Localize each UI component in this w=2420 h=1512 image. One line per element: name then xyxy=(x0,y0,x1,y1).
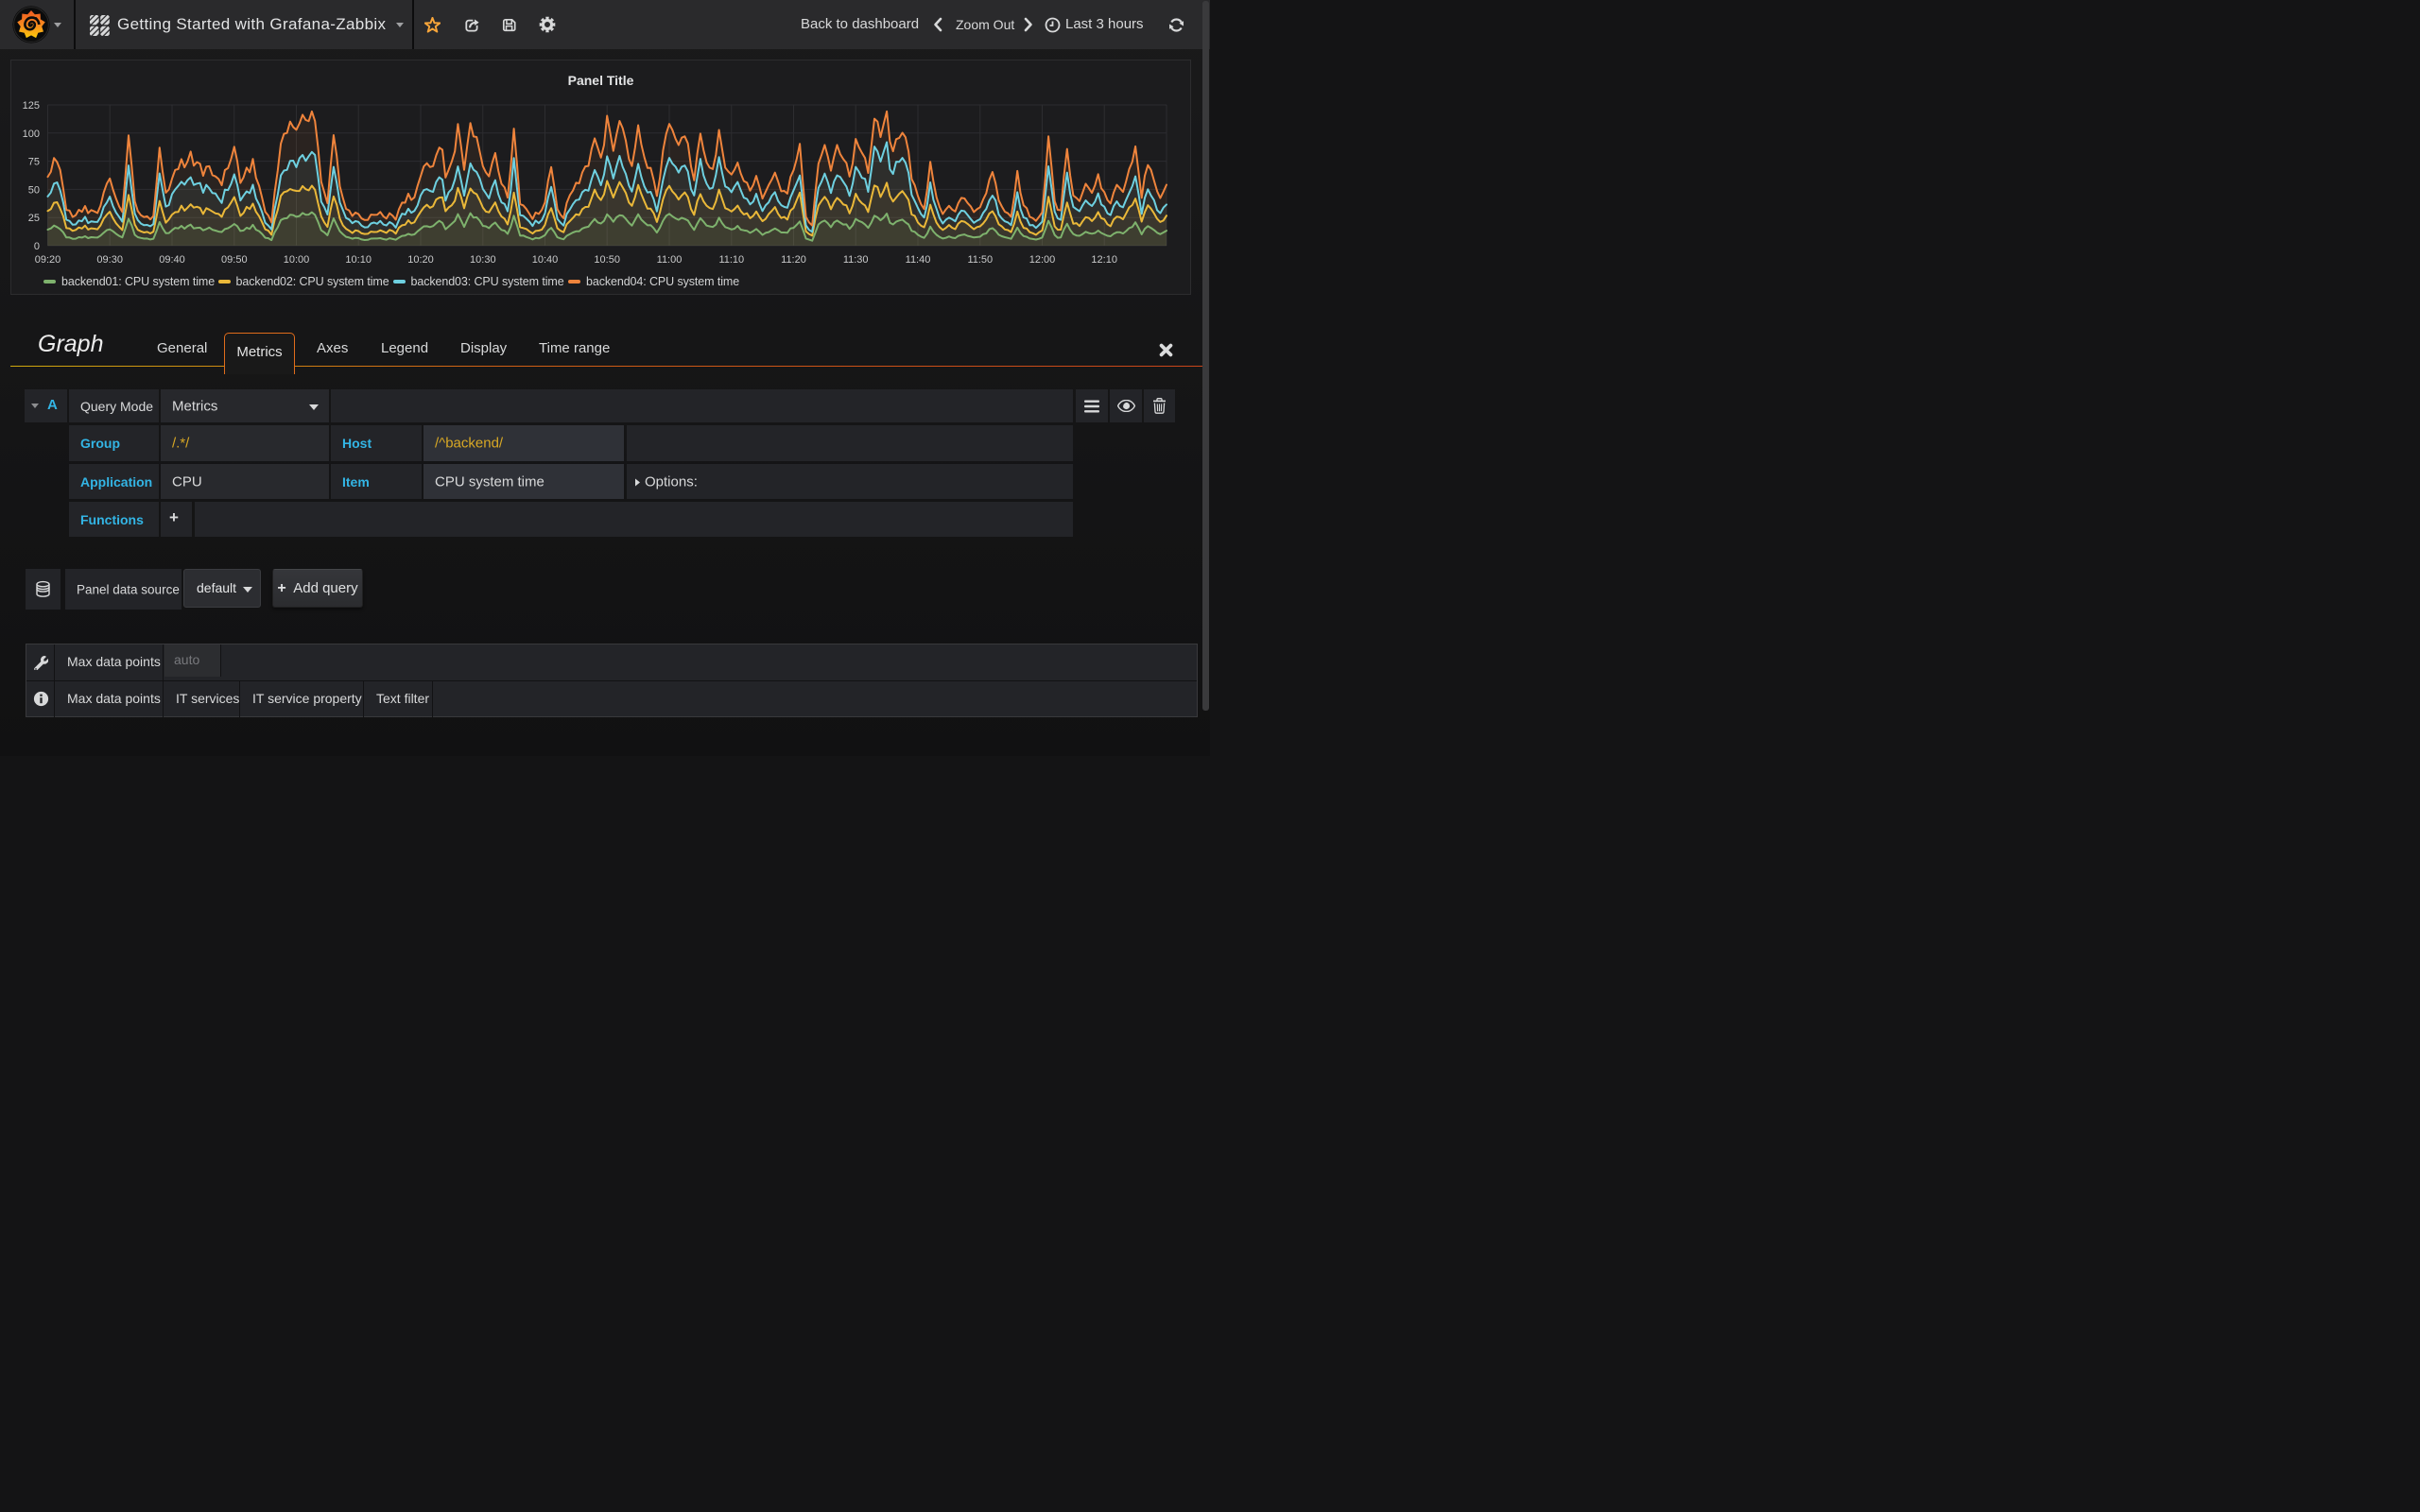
svg-text:09:20: 09:20 xyxy=(35,254,61,266)
svg-text:100: 100 xyxy=(23,129,40,140)
svg-text:10:50: 10:50 xyxy=(594,254,620,266)
svg-text:0: 0 xyxy=(34,241,40,252)
svg-text:75: 75 xyxy=(28,157,40,168)
svg-text:12:10: 12:10 xyxy=(1091,254,1117,266)
svg-text:11:20: 11:20 xyxy=(781,254,806,266)
svg-text:10:00: 10:00 xyxy=(284,254,310,266)
svg-text:09:40: 09:40 xyxy=(159,254,185,266)
svg-text:09:30: 09:30 xyxy=(96,254,123,266)
svg-text:10:10: 10:10 xyxy=(345,254,372,266)
svg-text:125: 125 xyxy=(23,100,40,112)
svg-text:09:50: 09:50 xyxy=(221,254,248,266)
svg-text:12:00: 12:00 xyxy=(1029,254,1056,266)
svg-text:11:00: 11:00 xyxy=(657,254,683,266)
svg-text:25: 25 xyxy=(28,213,40,224)
svg-text:10:40: 10:40 xyxy=(532,254,559,266)
svg-text:11:50: 11:50 xyxy=(967,254,993,266)
svg-text:11:30: 11:30 xyxy=(843,254,869,266)
svg-text:11:10: 11:10 xyxy=(718,254,744,266)
svg-text:10:30: 10:30 xyxy=(470,254,496,266)
svg-text:10:20: 10:20 xyxy=(407,254,434,266)
svg-text:11:40: 11:40 xyxy=(906,254,931,266)
svg-text:50: 50 xyxy=(28,184,40,196)
